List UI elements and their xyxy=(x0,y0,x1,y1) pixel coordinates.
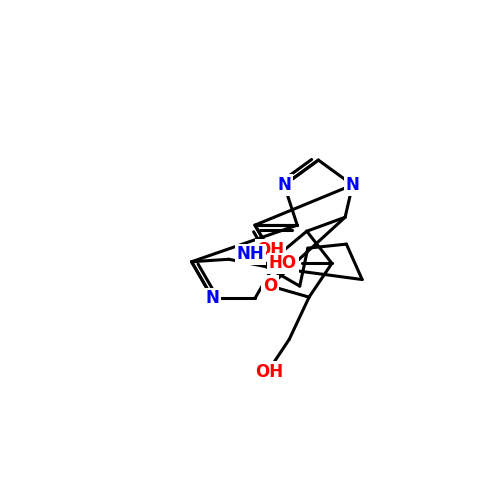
Text: N: N xyxy=(346,176,360,194)
Text: NH: NH xyxy=(236,246,264,264)
Text: N: N xyxy=(277,176,291,194)
Text: O: O xyxy=(263,277,277,295)
Text: OH: OH xyxy=(256,362,283,380)
Text: N: N xyxy=(269,252,283,270)
Text: N: N xyxy=(206,290,220,308)
Text: OH: OH xyxy=(256,241,284,259)
Text: HO: HO xyxy=(269,254,297,272)
